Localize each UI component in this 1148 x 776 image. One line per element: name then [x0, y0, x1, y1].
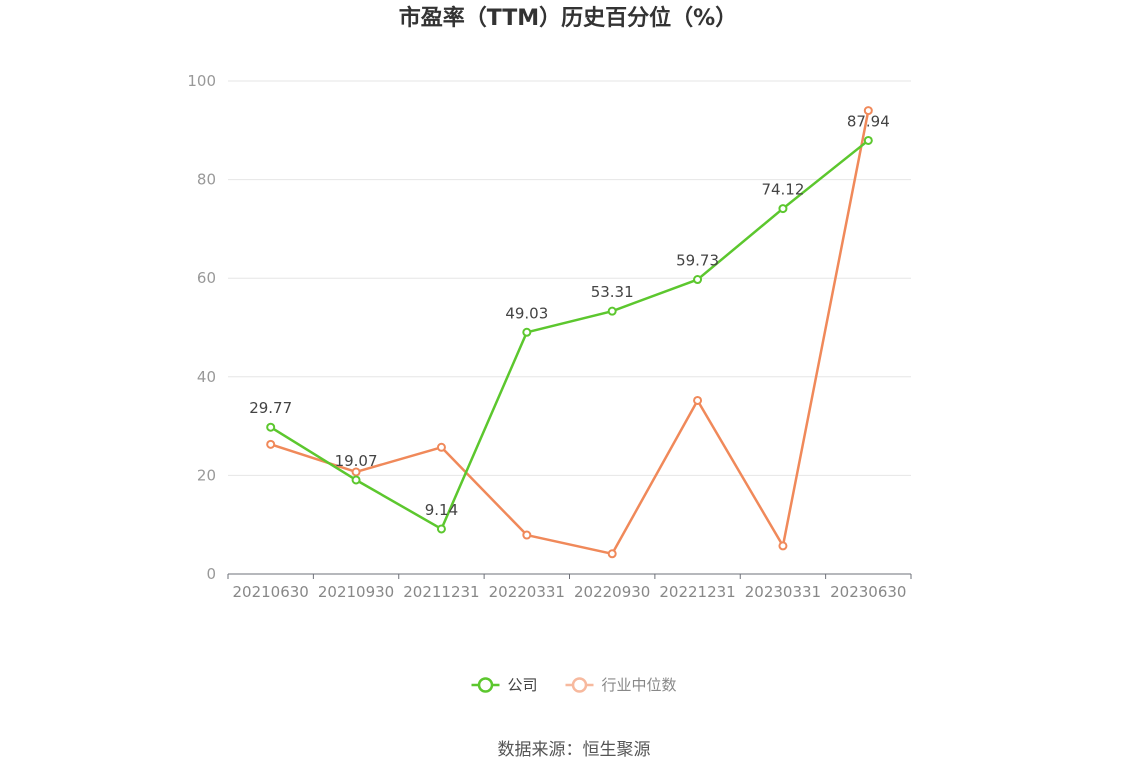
data-point[interactable] — [351, 467, 361, 477]
data-point[interactable] — [351, 475, 361, 485]
data-point[interactable] — [522, 530, 532, 540]
y-tick-label: 20 — [197, 466, 216, 484]
x-tick-label: 20210930 — [318, 583, 394, 601]
data-label: 19.07 — [335, 452, 378, 470]
legend-label: 行业中位数 — [602, 676, 677, 694]
data-label: 59.73 — [676, 252, 719, 270]
y-tick-label: 60 — [197, 269, 216, 287]
x-tick-label: 20230630 — [830, 583, 906, 601]
data-label: 9.14 — [425, 501, 458, 519]
data-label: 53.31 — [591, 283, 634, 301]
data-point[interactable] — [607, 549, 617, 559]
x-tick-label: 20210630 — [233, 583, 309, 601]
data-point[interactable] — [436, 442, 446, 452]
data-point[interactable] — [863, 106, 873, 116]
y-tick-label: 100 — [187, 72, 216, 90]
data-point[interactable] — [522, 327, 532, 337]
x-tick-label: 20221231 — [659, 583, 735, 601]
y-axis: 0 20 40 60 80 100 — [187, 72, 216, 583]
chart-title: 市盈率（TTM）历史百分位（%） — [399, 5, 737, 31]
data-label: 74.12 — [761, 181, 804, 199]
series-line — [270, 110, 870, 556]
legend-item[interactable]: 公司 — [471, 676, 538, 694]
x-tick-label: 20230331 — [745, 583, 821, 601]
data-point[interactable] — [436, 524, 446, 534]
data-point[interactable] — [607, 306, 617, 316]
data-label: 87.94 — [847, 112, 890, 130]
data-label: 29.77 — [249, 399, 292, 417]
data-point[interactable] — [693, 275, 703, 285]
data-point[interactable] — [778, 541, 788, 551]
data-label: 49.03 — [505, 304, 548, 322]
legend[interactable]: 公司 行业中位数 — [471, 676, 677, 694]
data-point[interactable] — [266, 422, 276, 432]
data-point[interactable] — [266, 439, 276, 449]
data-point[interactable] — [693, 395, 703, 405]
x-tick-label: 20220331 — [489, 583, 565, 601]
source-note: 数据来源：恒生聚源 — [498, 740, 651, 760]
legend-marker-icon — [571, 677, 588, 693]
series-layer — [266, 106, 873, 559]
y-tick-label: 80 — [197, 171, 216, 189]
y-tick-label: 40 — [197, 368, 216, 386]
legend-marker-icon — [477, 677, 494, 693]
x-axis: 20210630 20210930 20211231 20220331 20220930… — [227, 573, 912, 601]
y-tick-label: 0 — [206, 565, 216, 583]
series-line — [270, 139, 870, 531]
x-tick-label: 20220930 — [574, 583, 650, 601]
x-tick-label: 20211231 — [403, 583, 479, 601]
data-point[interactable] — [863, 135, 873, 145]
data-labels: 29.77 19.07 9.14 49.03 53.31 59.73 74.12 87.94 — [249, 112, 890, 518]
legend-label: 公司 — [508, 676, 538, 694]
legend-item[interactable]: 行业中位数 — [565, 676, 677, 694]
data-point[interactable] — [778, 204, 788, 214]
